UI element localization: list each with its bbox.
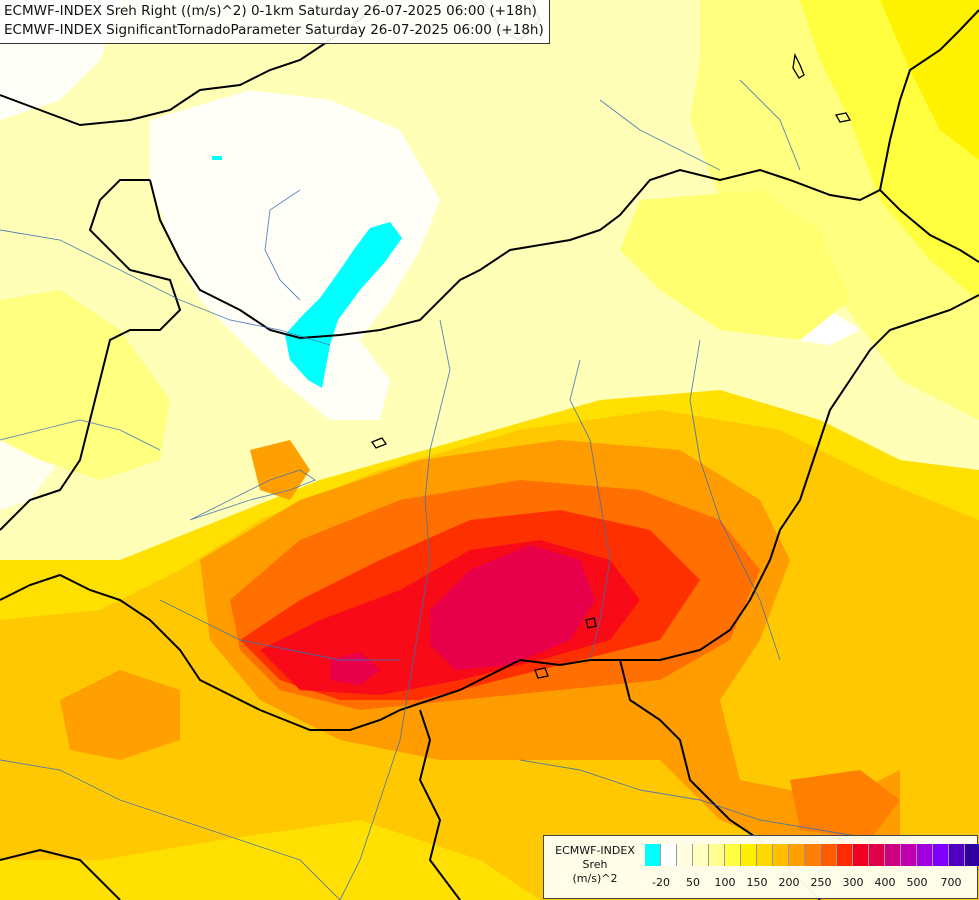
legend-swatch [757, 844, 773, 866]
field-south-orange [60, 670, 180, 760]
legend-swatch [693, 844, 709, 866]
legend-swatch [933, 844, 949, 866]
field-orange-knob [250, 440, 310, 500]
legend-tick-label: 700 [940, 876, 962, 889]
legend-swatch [709, 844, 725, 866]
legend-swatch [885, 844, 901, 866]
legend-swatch [677, 844, 693, 866]
legend-tick-label: 500 [906, 876, 928, 889]
legend-ticks: -20 50 100 150 200 250 300 400 500 700 [645, 876, 975, 890]
legend-tick-label: 300 [842, 876, 864, 889]
legend-swatch [901, 844, 917, 866]
legend-tick-label: 100 [714, 876, 736, 889]
field-crimson [430, 545, 595, 670]
rivers [0, 79, 979, 900]
field-yellow-w [0, 290, 170, 480]
field-cyan-streak [285, 222, 402, 388]
legend-title: ECMWF-INDEX Sreh (m/s)^2 [548, 844, 642, 886]
legend-swatch [821, 844, 837, 866]
legend-swatch [869, 844, 885, 866]
legend-swatch [837, 844, 853, 866]
field-yellow-ne3 [880, 0, 979, 160]
legend-swatch [789, 844, 805, 866]
field-yellow-e [620, 190, 850, 340]
legend-variable: Sreh [582, 858, 608, 871]
field-orange-se [790, 770, 900, 840]
lake-outlines [371, 52, 852, 679]
legend-tick-label: 50 [686, 876, 700, 889]
legend-swatch [645, 844, 661, 866]
map-title-line-1: ECMWF-INDEX Sreh Right ((m/s)^2) 0-1km S… [4, 3, 537, 19]
legend-tick-label: 250 [810, 876, 832, 889]
legend-tick-label: 400 [874, 876, 896, 889]
legend-swatch [805, 844, 821, 866]
color-legend: ECMWF-INDEX Sreh (m/s)^2 -20 50 100 150 200 2… [543, 835, 979, 899]
legend-tick-label: -20 [652, 876, 670, 889]
map-title-box: ECMWF-INDEX Sreh Right ((m/s)^2) 0-1km S… [0, 0, 550, 44]
legend-unit: (m/s)^2 [572, 872, 618, 885]
legend-swatch [773, 844, 789, 866]
legend-tick-label: 150 [746, 876, 768, 889]
legend-swatch [725, 844, 741, 866]
legend-source: ECMWF-INDEX [555, 844, 635, 857]
legend-swatches [645, 844, 979, 866]
legend-swatch [917, 844, 933, 866]
legend-swatch [741, 844, 757, 866]
field-white-north [150, 90, 440, 420]
legend-swatch [949, 844, 965, 866]
legend-tick-label: 200 [778, 876, 800, 889]
legend-swatch [965, 844, 979, 866]
legend-swatch [661, 844, 677, 866]
legend-swatch [853, 844, 869, 866]
field-cyan-dot [212, 156, 222, 160]
map-title-line-2: ECMWF-INDEX SignificantTornadoParameter … [4, 22, 544, 38]
